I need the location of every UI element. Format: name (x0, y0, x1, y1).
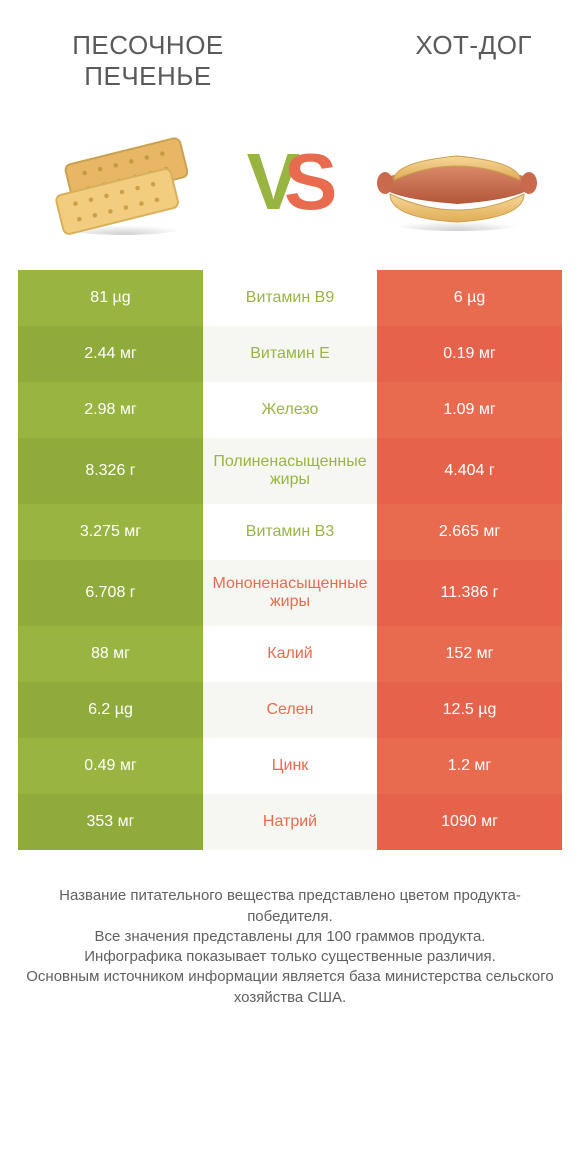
table-row: 2.44 мгВитамин E0.19 мг (18, 326, 562, 382)
right-product-title: ХОТ-ДОГ (415, 30, 532, 61)
table-row: 353 мгНатрий1090 мг (18, 794, 562, 850)
right-value: 1.09 мг (377, 382, 562, 438)
left-value: 6.708 г (18, 560, 203, 626)
right-value: 2.665 мг (377, 504, 562, 560)
nutrient-label: Железо (203, 382, 377, 438)
left-value: 2.44 мг (18, 326, 203, 382)
left-value: 0.49 мг (18, 738, 203, 794)
left-value: 88 мг (18, 626, 203, 682)
right-value: 152 мг (377, 626, 562, 682)
nutrient-label: Полиненасыщенные жиры (203, 438, 377, 504)
left-value: 6.2 µg (18, 682, 203, 738)
table-row: 3.275 мгВитамин B32.665 мг (18, 504, 562, 560)
right-value: 4.404 г (377, 438, 562, 504)
images-row: VS (18, 112, 562, 270)
header-titles: ПЕСОЧНОЕ ПЕЧЕНЬЕ ХОТ-ДОГ (18, 20, 562, 112)
nutrient-label: Мононенасыщенные жиры (203, 560, 377, 626)
footer-line: Основным источником информации является … (26, 967, 554, 1008)
shortbread-icon (38, 122, 208, 242)
nutrient-label: Витамин B3 (203, 504, 377, 560)
right-value: 12.5 µg (377, 682, 562, 738)
footer-line: Инфографика показывает только существенн… (26, 947, 554, 967)
vs-s: S (284, 136, 333, 228)
nutrition-table: 81 µgВитамин B96 µg2.44 мгВитамин E0.19 … (18, 270, 562, 850)
footer-line: Название питательного вещества представл… (26, 886, 554, 927)
table-row: 81 µgВитамин B96 µg (18, 270, 562, 326)
left-value: 353 мг (18, 794, 203, 850)
nutrient-label: Натрий (203, 794, 377, 850)
nutrient-label: Цинк (203, 738, 377, 794)
nutrient-label: Витамин E (203, 326, 377, 382)
left-product-title: ПЕСОЧНОЕ ПЕЧЕНЬЕ (48, 30, 248, 92)
table-row: 6.2 µgСелен12.5 µg (18, 682, 562, 738)
hotdog-icon (372, 122, 542, 242)
right-value: 6 µg (377, 270, 562, 326)
right-value: 0.19 мг (377, 326, 562, 382)
left-value: 81 µg (18, 270, 203, 326)
left-value: 3.275 мг (18, 504, 203, 560)
footer-notes: Название питательного вещества представл… (18, 850, 562, 1008)
table-row: 88 мгКалий152 мг (18, 626, 562, 682)
left-value: 8.326 г (18, 438, 203, 504)
footer-line: Все значения представлены для 100 граммо… (26, 927, 554, 947)
right-value: 1090 мг (377, 794, 562, 850)
nutrient-label: Витамин B9 (203, 270, 377, 326)
nutrient-label: Селен (203, 682, 377, 738)
nutrient-label: Калий (203, 626, 377, 682)
right-value: 11.386 г (377, 560, 562, 626)
table-row: 2.98 мгЖелезо1.09 мг (18, 382, 562, 438)
table-row: 0.49 мгЦинк1.2 мг (18, 738, 562, 794)
left-value: 2.98 мг (18, 382, 203, 438)
right-value: 1.2 мг (377, 738, 562, 794)
vs-label: VS (247, 136, 334, 228)
table-row: 6.708 гМононенасыщенные жиры11.386 г (18, 560, 562, 626)
table-row: 8.326 гПолиненасыщенные жиры4.404 г (18, 438, 562, 504)
